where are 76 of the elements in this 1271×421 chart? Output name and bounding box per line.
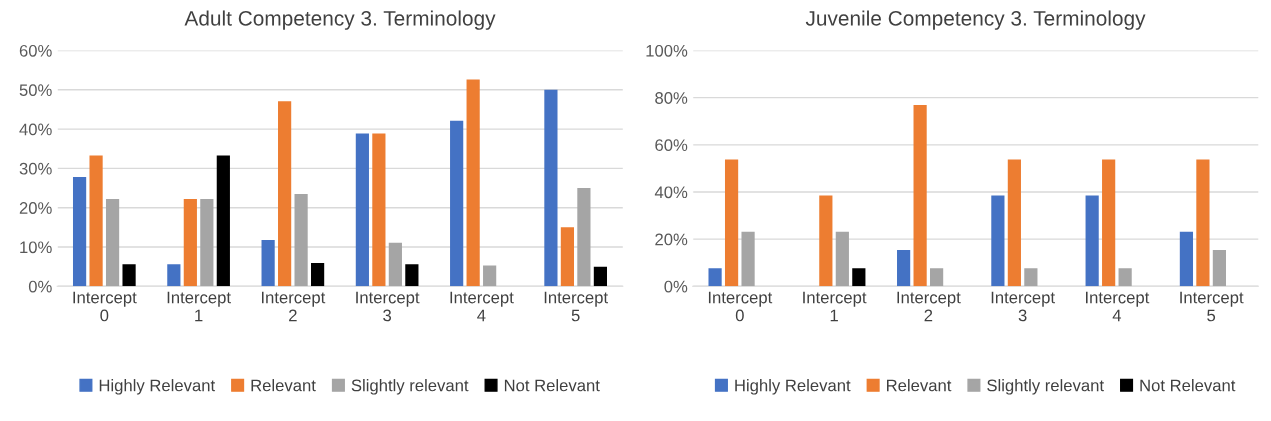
y-tick-label: 60%: [655, 139, 688, 152]
bar: [278, 101, 292, 287]
bar: [991, 195, 1005, 287]
x-tick-label: Intercept 0: [73, 291, 137, 322]
bar: [1196, 159, 1210, 287]
y-tick-label: 40%: [19, 123, 52, 136]
x-tick-label: Intercept 2: [897, 291, 961, 322]
bar: [1085, 195, 1099, 287]
bar: [593, 266, 607, 287]
bar: [1024, 268, 1038, 287]
legend-label: Relevant: [251, 379, 316, 392]
y-tick-label: 100%: [646, 44, 688, 57]
bar: [708, 268, 722, 287]
x-tick-label: Intercept 5: [1180, 291, 1244, 322]
bar: [483, 265, 497, 287]
y-tick-label: 30%: [19, 162, 52, 175]
bar: [183, 199, 197, 287]
y-tick-label: 50%: [19, 84, 52, 97]
bar: [577, 188, 591, 287]
x-tick-label: Intercept 2: [261, 291, 326, 322]
y-tick-label: 20%: [655, 233, 688, 246]
bar: [819, 195, 833, 287]
bar: [1102, 159, 1116, 287]
x-tick-label: Intercept 1: [167, 291, 231, 322]
bar: [105, 199, 120, 287]
bar: [89, 155, 103, 287]
bar: [466, 79, 480, 287]
legend-label: Not Relevant: [1140, 379, 1236, 392]
bar: [167, 264, 181, 287]
y-tick-label: 0%: [664, 280, 688, 293]
x-tick-label: Intercept 1: [803, 291, 867, 322]
y-tick-label: 0%: [28, 280, 52, 293]
bar: [544, 89, 558, 287]
x-tick-label: Intercept 4: [450, 291, 514, 322]
legend-label: Not Relevant: [504, 379, 600, 392]
bar: [560, 227, 575, 287]
x-tick-label: Intercept 5: [544, 291, 608, 322]
bar: [897, 249, 911, 287]
bar: [200, 199, 214, 287]
x-tick-label: Intercept 4: [1086, 291, 1150, 322]
bar: [372, 133, 386, 287]
bar: [1007, 159, 1021, 287]
y-tick-label: 10%: [20, 241, 52, 254]
bar: [741, 231, 755, 287]
y-tick-label: 40%: [654, 186, 688, 199]
bar: [930, 268, 944, 287]
y-tick-label: 80%: [655, 92, 688, 104]
bar: [852, 268, 866, 287]
bar: [450, 120, 464, 287]
chart-title: Adult Competency 3. Terminology: [184, 10, 496, 30]
bar: [388, 242, 402, 287]
y-tick-label: 20%: [19, 202, 52, 214]
bar: [311, 263, 325, 287]
bar: [913, 104, 927, 287]
bar: [261, 239, 275, 287]
bar: [1212, 249, 1226, 287]
x-tick-label: Intercept 3: [991, 291, 1055, 322]
legend-label: Slightly relevant: [351, 379, 469, 395]
bar: [72, 177, 87, 287]
x-tick-label: Intercept 3: [356, 291, 420, 322]
chart-title: Juvenile Competency 3. Terminology: [805, 10, 1146, 30]
legend-label: Relevant: [887, 379, 952, 392]
y-tick-label: 60%: [19, 44, 52, 57]
bar: [216, 155, 230, 287]
bar: [724, 159, 739, 287]
legend-label: Highly Relevant: [735, 379, 851, 395]
bar: [355, 133, 369, 287]
legend-label: Highly Relevant: [99, 379, 216, 395]
bar: [405, 264, 419, 287]
bar: [1179, 231, 1194, 287]
bar: [835, 231, 849, 287]
bar: [1118, 268, 1132, 287]
bar: [122, 264, 136, 287]
x-tick-label: Intercept 0: [708, 291, 773, 322]
legend-label: Slightly relevant: [987, 379, 1104, 395]
bar: [294, 193, 308, 287]
